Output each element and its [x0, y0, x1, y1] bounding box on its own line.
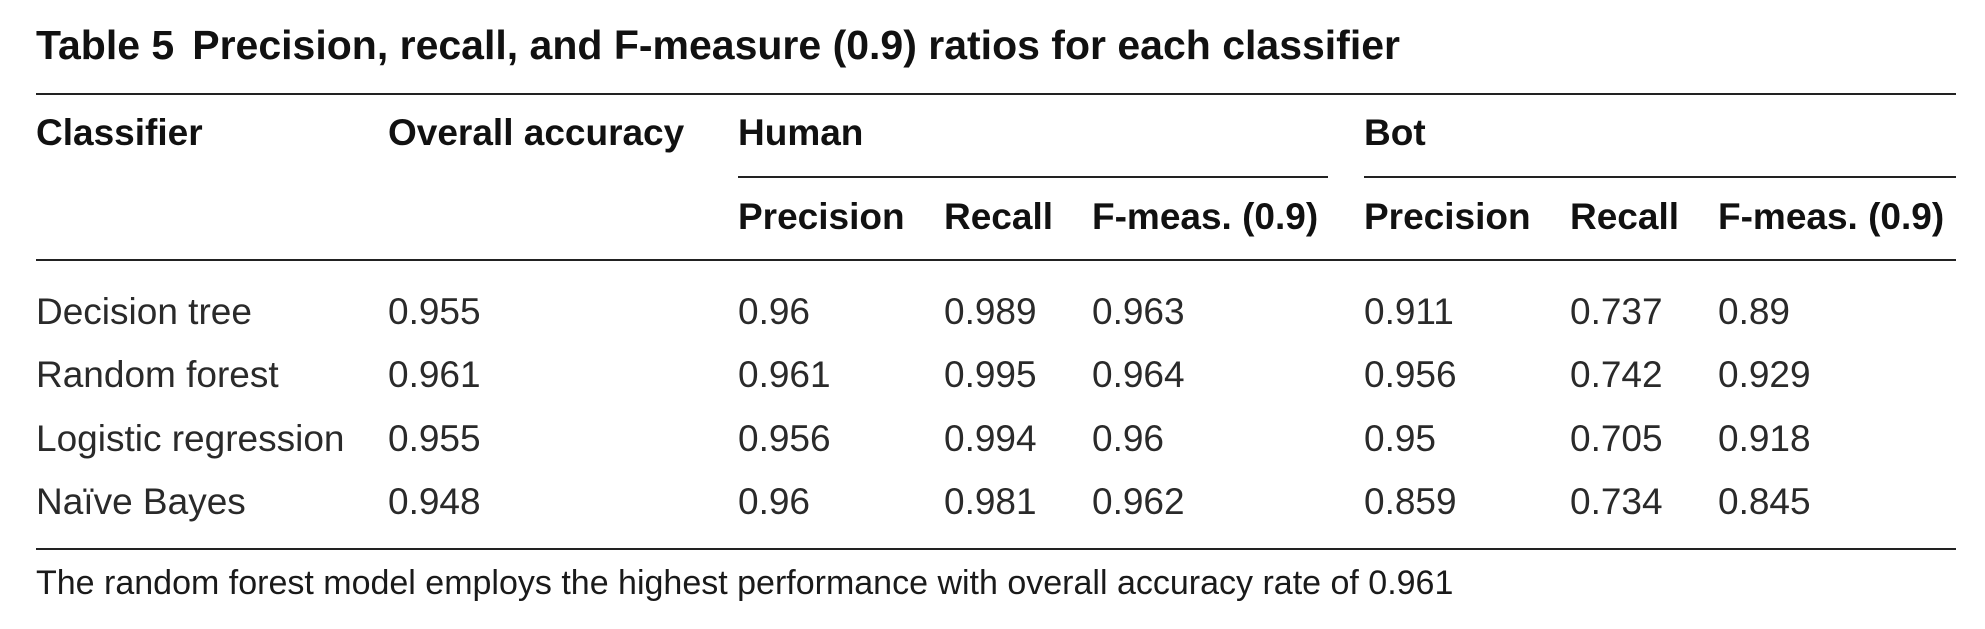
row-human-fmeasure: 0.962 — [1092, 481, 1185, 522]
row-bot-fmeasure: 0.89 — [1718, 291, 1791, 332]
row-overall: 0.955 — [388, 291, 481, 332]
bot-group-rule — [1364, 176, 1956, 178]
table-caption: Table 5 Precision, recall, and F-measure … — [36, 14, 1956, 76]
row-human-recall: 0.995 — [944, 354, 1037, 395]
row-bot-recall: 0.734 — [1570, 481, 1663, 522]
row-human-precision: 0.956 — [738, 418, 831, 459]
header-rule — [36, 259, 1956, 261]
header-classifier: Classifier — [36, 112, 203, 153]
row-human-fmeasure: 0.963 — [1092, 291, 1185, 332]
row-human-precision: 0.96 — [738, 291, 811, 332]
row-human-recall: 0.989 — [944, 291, 1037, 332]
row-bot-fmeasure: 0.845 — [1718, 481, 1811, 522]
header-human-recall: Recall — [944, 196, 1054, 237]
row-bot-recall: 0.742 — [1570, 354, 1663, 395]
header-bot-precision: Precision — [1364, 196, 1531, 237]
row-classifier: Decision tree — [36, 291, 252, 332]
row-overall: 0.961 — [388, 354, 481, 395]
row-classifier: Logistic regression — [36, 418, 345, 459]
row-human-recall: 0.981 — [944, 481, 1037, 522]
row-bot-fmeasure: 0.929 — [1718, 354, 1811, 395]
row-human-recall: 0.994 — [944, 418, 1037, 459]
header-human-fmeasure: F-meas. (0.9) — [1092, 196, 1319, 237]
row-bot-precision: 0.859 — [1364, 481, 1457, 522]
row-human-fmeasure: 0.964 — [1092, 354, 1185, 395]
row-overall: 0.955 — [388, 418, 481, 459]
header-overall-accuracy: Overall accuracy — [388, 112, 685, 153]
row-bot-precision: 0.911 — [1364, 291, 1454, 332]
row-bot-recall: 0.737 — [1570, 291, 1663, 332]
header-group-bot: Bot — [1364, 112, 1426, 153]
row-bot-precision: 0.956 — [1364, 354, 1457, 395]
table-title: Precision, recall, and F-measure (0.9) r… — [192, 22, 1400, 68]
row-classifier: Naïve Bayes — [36, 481, 246, 522]
header-human-precision: Precision — [738, 196, 905, 237]
table-footnote: The random forest model employs the high… — [36, 564, 1454, 602]
row-human-precision: 0.961 — [738, 354, 831, 395]
row-bot-recall: 0.705 — [1570, 418, 1663, 459]
row-classifier: Random forest — [36, 354, 279, 395]
row-human-fmeasure: 0.96 — [1092, 418, 1165, 459]
header-bot-recall: Recall — [1570, 196, 1680, 237]
row-human-precision: 0.96 — [738, 481, 811, 522]
row-overall: 0.948 — [388, 481, 481, 522]
table-label: Table 5 — [36, 22, 175, 68]
bottom-rule — [36, 548, 1956, 550]
row-bot-fmeasure: 0.918 — [1718, 418, 1811, 459]
header-group-human: Human — [738, 112, 864, 153]
top-rule — [36, 93, 1956, 95]
human-group-rule — [738, 176, 1328, 178]
row-bot-precision: 0.95 — [1364, 418, 1437, 459]
header-bot-fmeasure: F-meas. (0.9) — [1718, 196, 1945, 237]
results-table: Table 5 Precision, recall, and F-measure … — [36, 14, 1956, 602]
